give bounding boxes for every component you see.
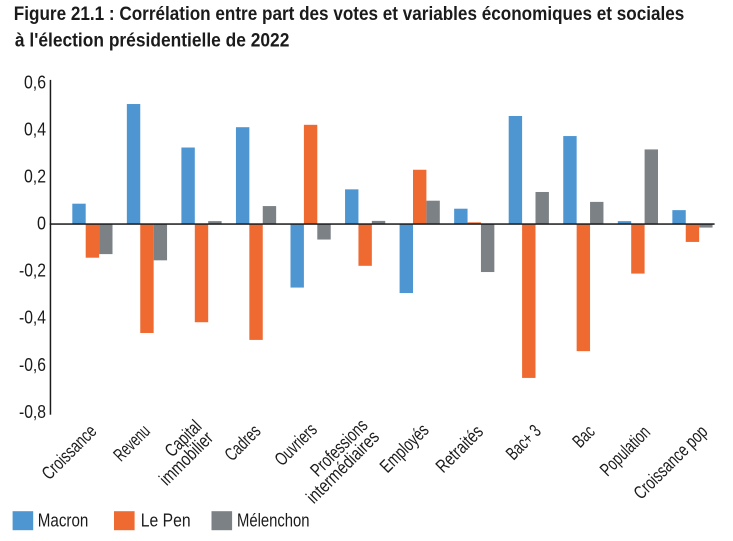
- svg-text:Figure 21.1 : Corrélation entr: Figure 21.1 : Corrélation entre part des…: [14, 3, 685, 25]
- svg-text:Macron: Macron: [38, 510, 89, 530]
- svg-text:-0,6: -0,6: [19, 355, 46, 375]
- svg-text:0: 0: [37, 214, 46, 234]
- svg-text:-0,8: -0,8: [19, 402, 46, 422]
- svg-text:-0,2: -0,2: [19, 261, 46, 281]
- svg-text:Mélenchon: Mélenchon: [237, 510, 310, 530]
- svg-text:à l'élection présidentielle de: à l'élection présidentielle de 2022: [15, 29, 290, 51]
- svg-text:-0,4: -0,4: [19, 308, 46, 328]
- svg-text:Le Pen: Le Pen: [141, 510, 191, 530]
- svg-text:0,2: 0,2: [24, 167, 46, 187]
- svg-text:0,6: 0,6: [24, 72, 46, 92]
- svg-text:0,4: 0,4: [24, 119, 46, 139]
